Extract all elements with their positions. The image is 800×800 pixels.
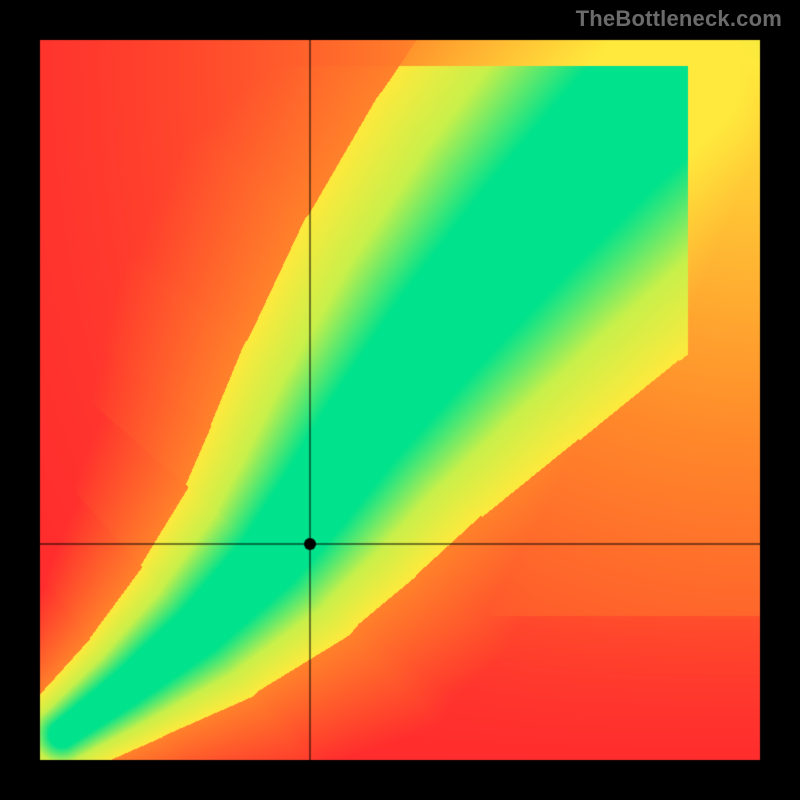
chart-container: TheBottleneck.com bbox=[0, 0, 800, 800]
watermark-text: TheBottleneck.com bbox=[576, 6, 782, 32]
heatmap-canvas bbox=[0, 0, 800, 800]
